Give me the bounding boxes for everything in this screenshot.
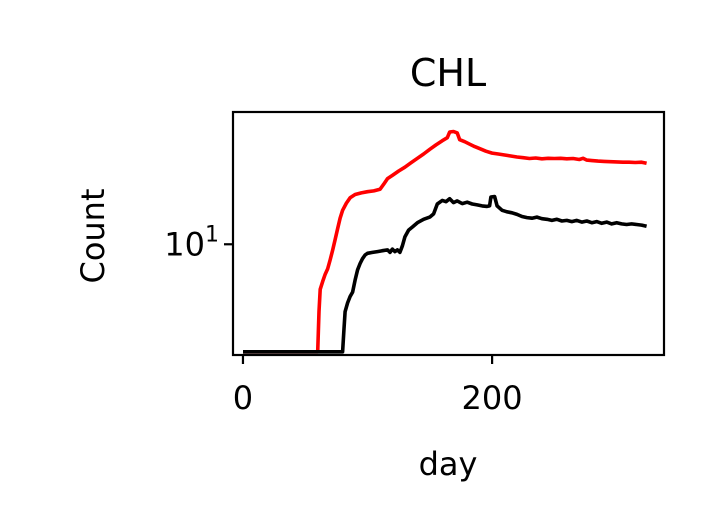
x-ticks: 0 200 xyxy=(233,355,523,417)
y-tick-label: 101 xyxy=(164,222,219,263)
x-axis-label: day xyxy=(419,445,478,483)
y-axis-label: Count xyxy=(74,188,112,283)
series-line-2 xyxy=(243,194,648,354)
x-tick-label: 0 xyxy=(233,379,253,417)
series-line-1 xyxy=(243,129,647,354)
series-layer xyxy=(243,129,648,354)
x-tick-label: 200 xyxy=(462,379,523,417)
plot-area: 0 200 101 xyxy=(164,110,666,417)
y-ticks: 101 xyxy=(164,222,233,263)
axes-frame xyxy=(231,110,666,357)
y-tick-exponent: 1 xyxy=(205,222,219,247)
y-tick-base: 10 xyxy=(164,225,205,263)
chart-title: CHL xyxy=(410,51,486,95)
